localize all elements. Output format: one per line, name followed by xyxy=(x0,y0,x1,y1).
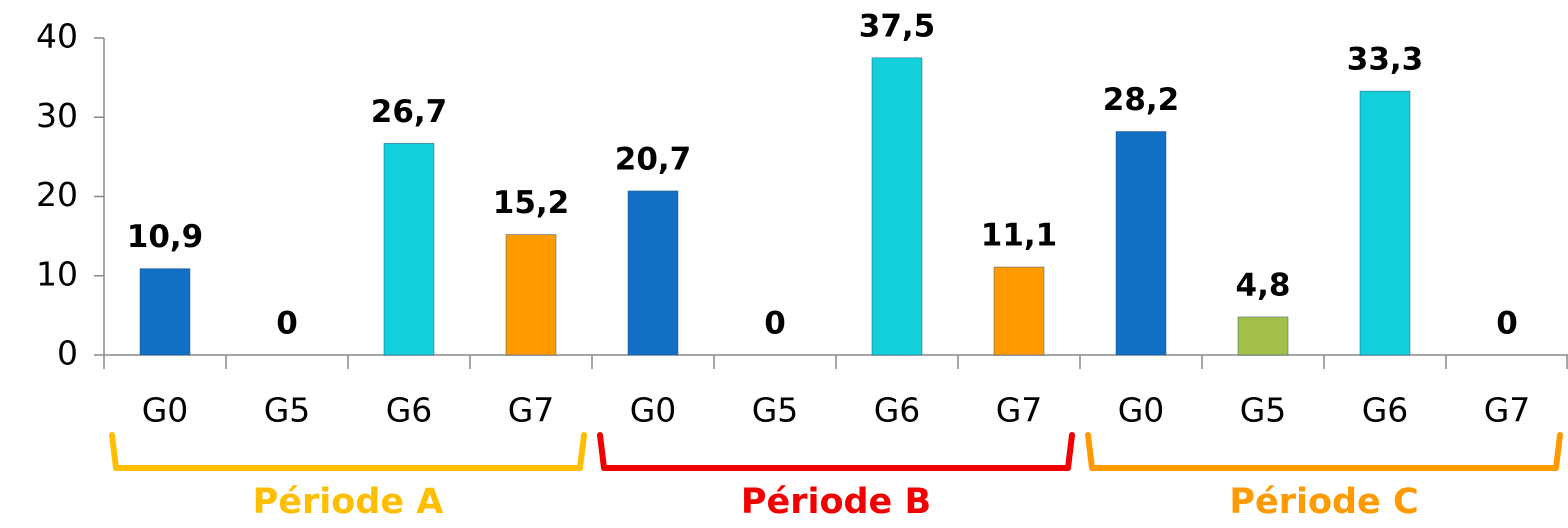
group-bracket xyxy=(1085,432,1563,471)
bar xyxy=(1115,131,1167,356)
value-label: 28,2 xyxy=(1103,82,1180,118)
x-tick-label: G6 xyxy=(874,391,921,430)
value-label: 10,9 xyxy=(127,219,204,255)
y-tick-label: 40 xyxy=(36,17,78,56)
value-label: 0 xyxy=(764,306,786,342)
bar xyxy=(1237,316,1289,356)
y-tick-label: 0 xyxy=(57,334,78,373)
bar xyxy=(993,266,1045,356)
x-tick-label: G0 xyxy=(142,391,189,430)
group-label: Période B xyxy=(741,482,931,522)
bar xyxy=(139,268,191,356)
x-tick-label: G5 xyxy=(1240,391,1287,430)
bar xyxy=(383,143,435,356)
value-label: 20,7 xyxy=(615,141,692,177)
y-tick-label: 20 xyxy=(36,175,78,214)
value-label: 37,5 xyxy=(859,8,936,44)
bar xyxy=(871,57,923,356)
value-label: 26,7 xyxy=(371,94,448,130)
x-tick-label: G0 xyxy=(630,391,677,430)
bar xyxy=(505,234,557,356)
x-tick-label: G0 xyxy=(1118,391,1165,430)
value-label: 0 xyxy=(276,306,298,342)
bar xyxy=(627,190,679,356)
x-tick-label: G7 xyxy=(1484,391,1531,430)
x-tick-label: G5 xyxy=(752,391,799,430)
y-tick-label: 10 xyxy=(36,254,78,293)
x-tick-label: G6 xyxy=(1362,391,1409,430)
x-tick-label: G6 xyxy=(386,391,433,430)
value-label: 4,8 xyxy=(1236,267,1291,303)
group-bracket xyxy=(109,432,587,471)
y-tick-label: 30 xyxy=(36,96,78,135)
x-tick-label: G5 xyxy=(264,391,311,430)
group-bracket xyxy=(597,432,1075,471)
x-tick-label: G7 xyxy=(508,391,555,430)
value-label: 0 xyxy=(1496,306,1518,342)
group-label: Période A xyxy=(253,482,444,522)
value-label: 15,2 xyxy=(493,185,570,221)
bar xyxy=(1359,90,1411,356)
x-tick-label: G7 xyxy=(996,391,1043,430)
value-label: 11,1 xyxy=(981,218,1058,254)
group-label: Période C xyxy=(1229,482,1418,522)
value-label: 33,3 xyxy=(1347,42,1424,78)
